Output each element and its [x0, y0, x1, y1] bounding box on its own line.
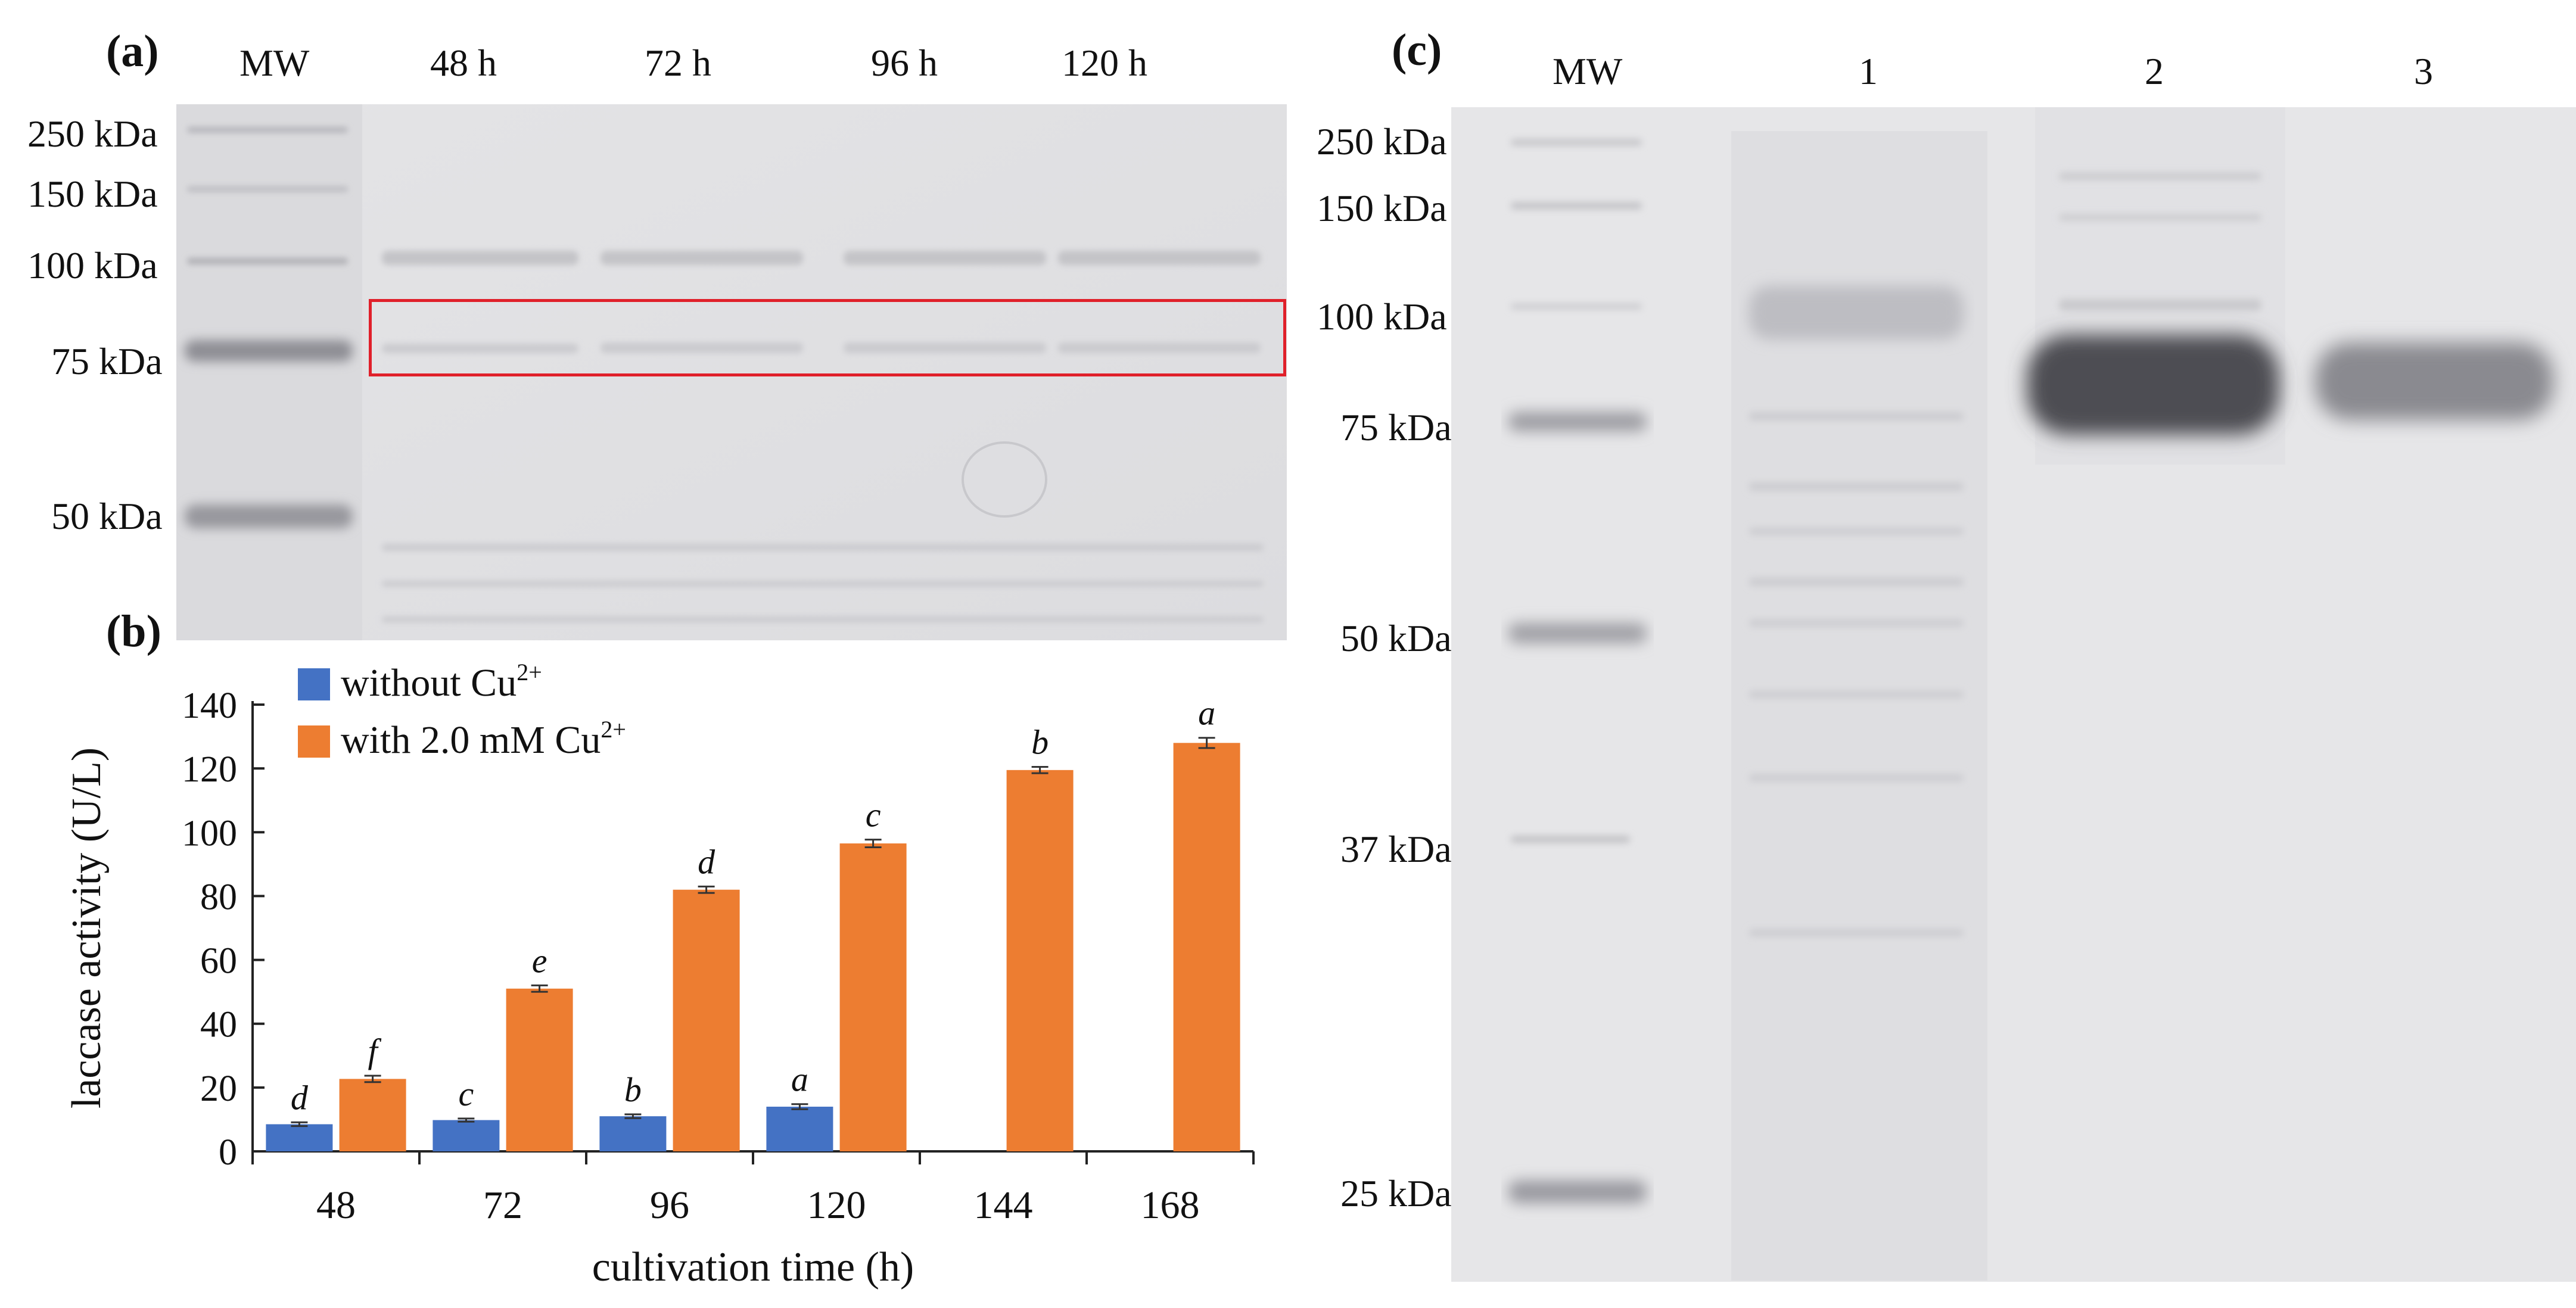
panel-a-highlight-box — [369, 299, 1286, 376]
significance-letter: d — [291, 1078, 309, 1117]
bar — [599, 1116, 667, 1151]
x-tick-label: 72 — [483, 1184, 522, 1227]
panel-c-lane-2: 2 — [2145, 50, 2164, 92]
bar — [839, 843, 907, 1151]
panel-a-lane-72h: 72 h — [645, 42, 711, 84]
significance-letter: b — [624, 1070, 642, 1109]
panel-a-lane-mw: MW — [239, 42, 310, 84]
panel-a-marker-150: 150 kDa — [27, 173, 158, 215]
panel-c-marker-150: 150 kDa — [1317, 187, 1447, 229]
y-tick-label: 40 — [200, 1005, 237, 1045]
panel-c-marker-250: 250 kDa — [1317, 120, 1447, 163]
panel-c-lane-mw: MW — [1553, 50, 1623, 92]
panel-a-marker-100: 100 kDa — [27, 244, 158, 286]
panel-a-lane-48h: 48 h — [430, 42, 497, 84]
panel-b-label: (b) — [106, 606, 161, 656]
bar — [339, 1079, 406, 1151]
panel-c-label: (c) — [1392, 25, 1442, 75]
panel-a-lane-120h: 120 h — [1062, 42, 1147, 84]
panel-c-marker-75: 75 kDa — [1340, 406, 1452, 449]
x-tick-label: 48 — [316, 1184, 356, 1227]
y-tick-label: 140 — [182, 686, 237, 726]
y-tick-label: 100 — [182, 813, 237, 854]
y-tick-label: 80 — [200, 877, 237, 917]
significance-letter: c — [459, 1075, 474, 1113]
legend-label: without Cu2+ — [341, 659, 542, 705]
y-axis-title: laccase activity (U/L) — [64, 748, 110, 1108]
bar — [1006, 770, 1074, 1151]
y-tick-label: 20 — [200, 1069, 237, 1109]
panel-a-marker-50: 50 kDa — [51, 495, 163, 537]
significance-letter: a — [791, 1060, 808, 1099]
significance-letter: f — [368, 1032, 382, 1070]
bar — [673, 889, 740, 1151]
panel-c-marker-100: 100 kDa — [1317, 295, 1447, 338]
x-axis-title: cultivation time (h) — [592, 1244, 914, 1290]
x-tick-label: 120 — [807, 1184, 866, 1227]
panel-c-gel-image — [1451, 107, 2576, 1282]
bar — [433, 1120, 500, 1151]
legend-swatch — [298, 725, 330, 758]
significance-letter: b — [1031, 722, 1049, 761]
significance-letter: a — [1198, 694, 1215, 733]
panel-a-label: (a) — [106, 26, 159, 76]
x-tick-label: 144 — [974, 1184, 1033, 1227]
x-tick-label: 168 — [1141, 1184, 1200, 1227]
legend-swatch — [298, 668, 330, 700]
y-tick-label: 0 — [219, 1132, 237, 1173]
panel-a-marker-250: 250 kDa — [27, 113, 158, 155]
significance-letter: e — [532, 941, 547, 980]
panel-a-gel-image — [176, 104, 1287, 640]
panel-c-marker-37: 37 kDa — [1340, 828, 1452, 870]
bar — [766, 1107, 833, 1151]
bar — [1173, 743, 1240, 1151]
x-tick-label: 96 — [650, 1184, 689, 1227]
significance-letter: c — [866, 796, 881, 834]
y-tick-label: 60 — [200, 941, 237, 982]
panel-c-lane-1: 1 — [1859, 50, 1878, 92]
legend-label: with 2.0 mM Cu2+ — [341, 716, 626, 762]
panel-c-marker-25: 25 kDa — [1340, 1172, 1452, 1214]
panel-c-marker-50: 50 kDa — [1340, 617, 1452, 659]
panel-a-lane-96h: 96 h — [871, 42, 938, 84]
bar — [266, 1124, 333, 1151]
y-tick-label: 120 — [182, 749, 237, 790]
laccase-activity-chart: 0 20 40 60 80 100 120 140 48 72 96 120 144 168 d c b a f e d… — [64, 659, 1255, 1290]
panel-a-marker-75: 75 kDa — [51, 340, 163, 382]
bar — [506, 988, 573, 1151]
significance-letter: d — [698, 842, 715, 881]
panel-c-lane-3: 3 — [2414, 50, 2433, 92]
